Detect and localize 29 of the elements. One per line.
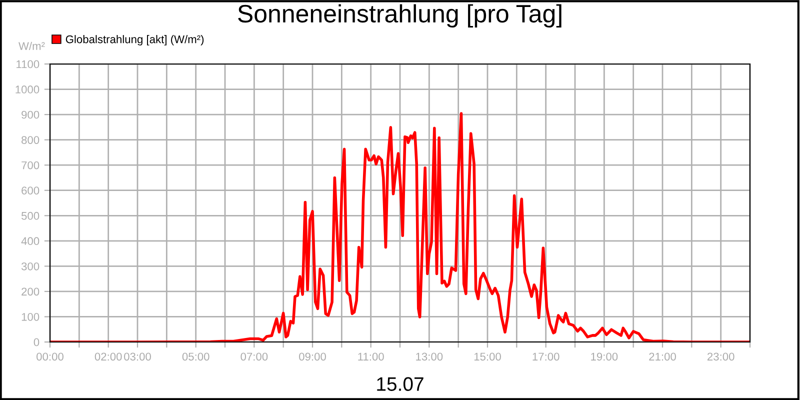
y-axis-title: W/m² [18,42,45,50]
x-tick-label: 09:00 [299,352,326,361]
legend-label: Globalstrahlung [akt] (W/m²) [66,35,204,46]
x-tick-label: 05:00 [182,352,210,361]
y-tick-label: 800 [22,136,40,144]
y-tick-label: 700 [22,161,40,170]
y-tick-label: 0 [34,338,40,346]
x-tick-label: 11:00 [358,352,384,361]
x-tick-label: 17:00 [532,352,560,361]
x-tick-label: 00:00 [36,352,64,361]
x-axis-title: 15.07 [377,377,424,391]
x-tick-label: 15:00 [474,352,501,361]
x-tick-label: 19:00 [591,352,618,361]
y-tick-label: 1000 [16,86,40,94]
y-tick-label: 600 [22,186,40,194]
x-tick-label: 21:00 [649,352,676,361]
y-tick-label: 100 [22,312,40,321]
y-tick-label: 1100 [16,60,40,68]
x-tick-label: 02:00 [94,352,122,361]
x-tick-label: 23:00 [707,352,734,361]
x-tick-label: 03:00 [124,352,151,361]
y-tick-label: 500 [21,212,40,220]
y-tick-label: 200 [22,288,40,296]
y-tick-label: 900 [22,110,40,119]
x-tick-label: 13:00 [416,352,443,361]
chart-title: Sonneneinstrahlung [pro Tag] [238,4,562,28]
y-tick-label: 400 [21,237,40,246]
x-tick-label: 07:00 [240,352,268,361]
y-tick-label: 300 [21,262,40,270]
